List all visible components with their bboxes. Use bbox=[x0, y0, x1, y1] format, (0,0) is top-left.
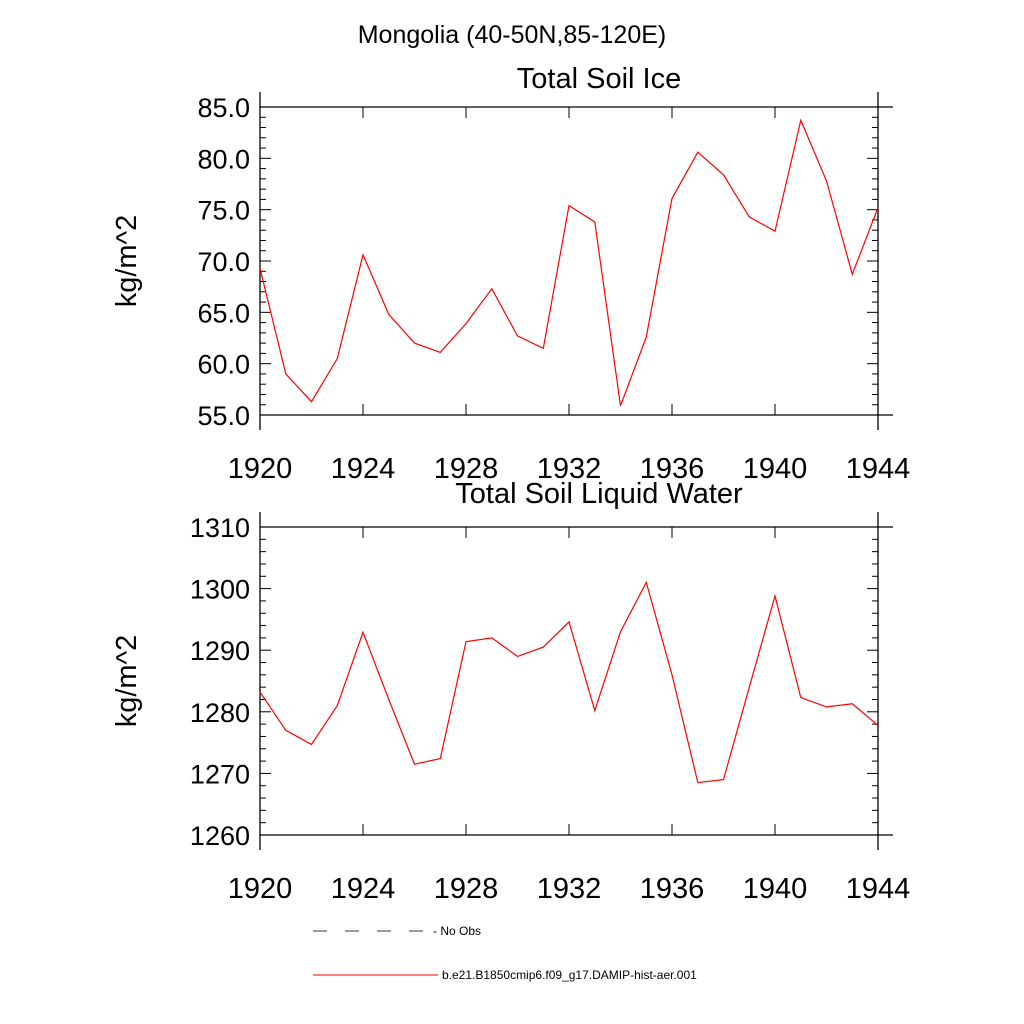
x-tick-label: 1940 bbox=[743, 873, 808, 905]
x-tick-label: 1944 bbox=[846, 873, 911, 905]
legend-label: - No Obs bbox=[433, 924, 481, 938]
x-tick-label: 1928 bbox=[434, 873, 499, 905]
chart-panel-2: Total Soil Liquid Water 1260 1270 1280 1290 1… bbox=[111, 478, 910, 905]
chart-panels: Total Soil Ice 55.0 60.0 65.0 70.0 75.0 80.0 85… bbox=[111, 63, 910, 905]
x-tick-label: 1932 bbox=[537, 873, 602, 905]
x-tick-label: 1920 bbox=[228, 873, 293, 905]
x-tick-label: 1928 bbox=[434, 453, 499, 485]
legend: - No Obs b.e21.B1850cmip6.f09_g17.DAMIP-h… bbox=[313, 924, 697, 982]
y-tick-label: 85.0 bbox=[197, 93, 250, 123]
y-axis-label: kg/m^2 bbox=[111, 635, 143, 728]
x-tick-label: 1936 bbox=[640, 873, 705, 905]
y-tick-label: 55.0 bbox=[197, 401, 250, 431]
x-tick-label: 1944 bbox=[846, 453, 911, 485]
y-tick-label: 1270 bbox=[190, 759, 250, 789]
y-tick-label: 80.0 bbox=[197, 144, 250, 174]
x-tick-label: 1920 bbox=[228, 453, 293, 485]
figure-title: Mongolia (40-50N,85-120E) bbox=[358, 21, 667, 49]
legend-item-2: b.e21.B1850cmip6.f09_g17.DAMIP-hist-aer.… bbox=[313, 968, 697, 982]
x-tick-label: 1924 bbox=[331, 453, 396, 485]
x-tick-label: 1932 bbox=[537, 453, 602, 485]
series-line-1 bbox=[259, 118, 879, 407]
y-tick-label: 70.0 bbox=[197, 247, 250, 277]
y-tick-label: 60.0 bbox=[197, 350, 250, 380]
y-axis-label: kg/m^2 bbox=[111, 215, 143, 308]
y-tick-label: 1260 bbox=[190, 821, 250, 851]
y-tick-label: 1300 bbox=[190, 575, 250, 605]
panel-title: Total Soil Liquid Water bbox=[455, 478, 743, 510]
legend-item-1: - No Obs bbox=[313, 924, 481, 938]
legend-label: b.e21.B1850cmip6.f09_g17.DAMIP-hist-aer.… bbox=[442, 968, 697, 982]
series-line-1 bbox=[259, 580, 879, 784]
x-tick-label: 1940 bbox=[743, 453, 808, 485]
y-tick-label: 1280 bbox=[190, 698, 250, 728]
y-tick-label: 1290 bbox=[190, 636, 250, 666]
y-tick-label: 75.0 bbox=[197, 196, 250, 226]
panel-title: Total Soil Ice bbox=[517, 63, 681, 95]
y-tick-label: 65.0 bbox=[197, 298, 250, 328]
x-tick-label: 1924 bbox=[331, 873, 396, 905]
x-tick-label: 1936 bbox=[640, 453, 705, 485]
chart-panel-1: Total Soil Ice 55.0 60.0 65.0 70.0 75.0 80.0 85… bbox=[111, 63, 910, 485]
y-tick-label: 1310 bbox=[190, 513, 250, 543]
